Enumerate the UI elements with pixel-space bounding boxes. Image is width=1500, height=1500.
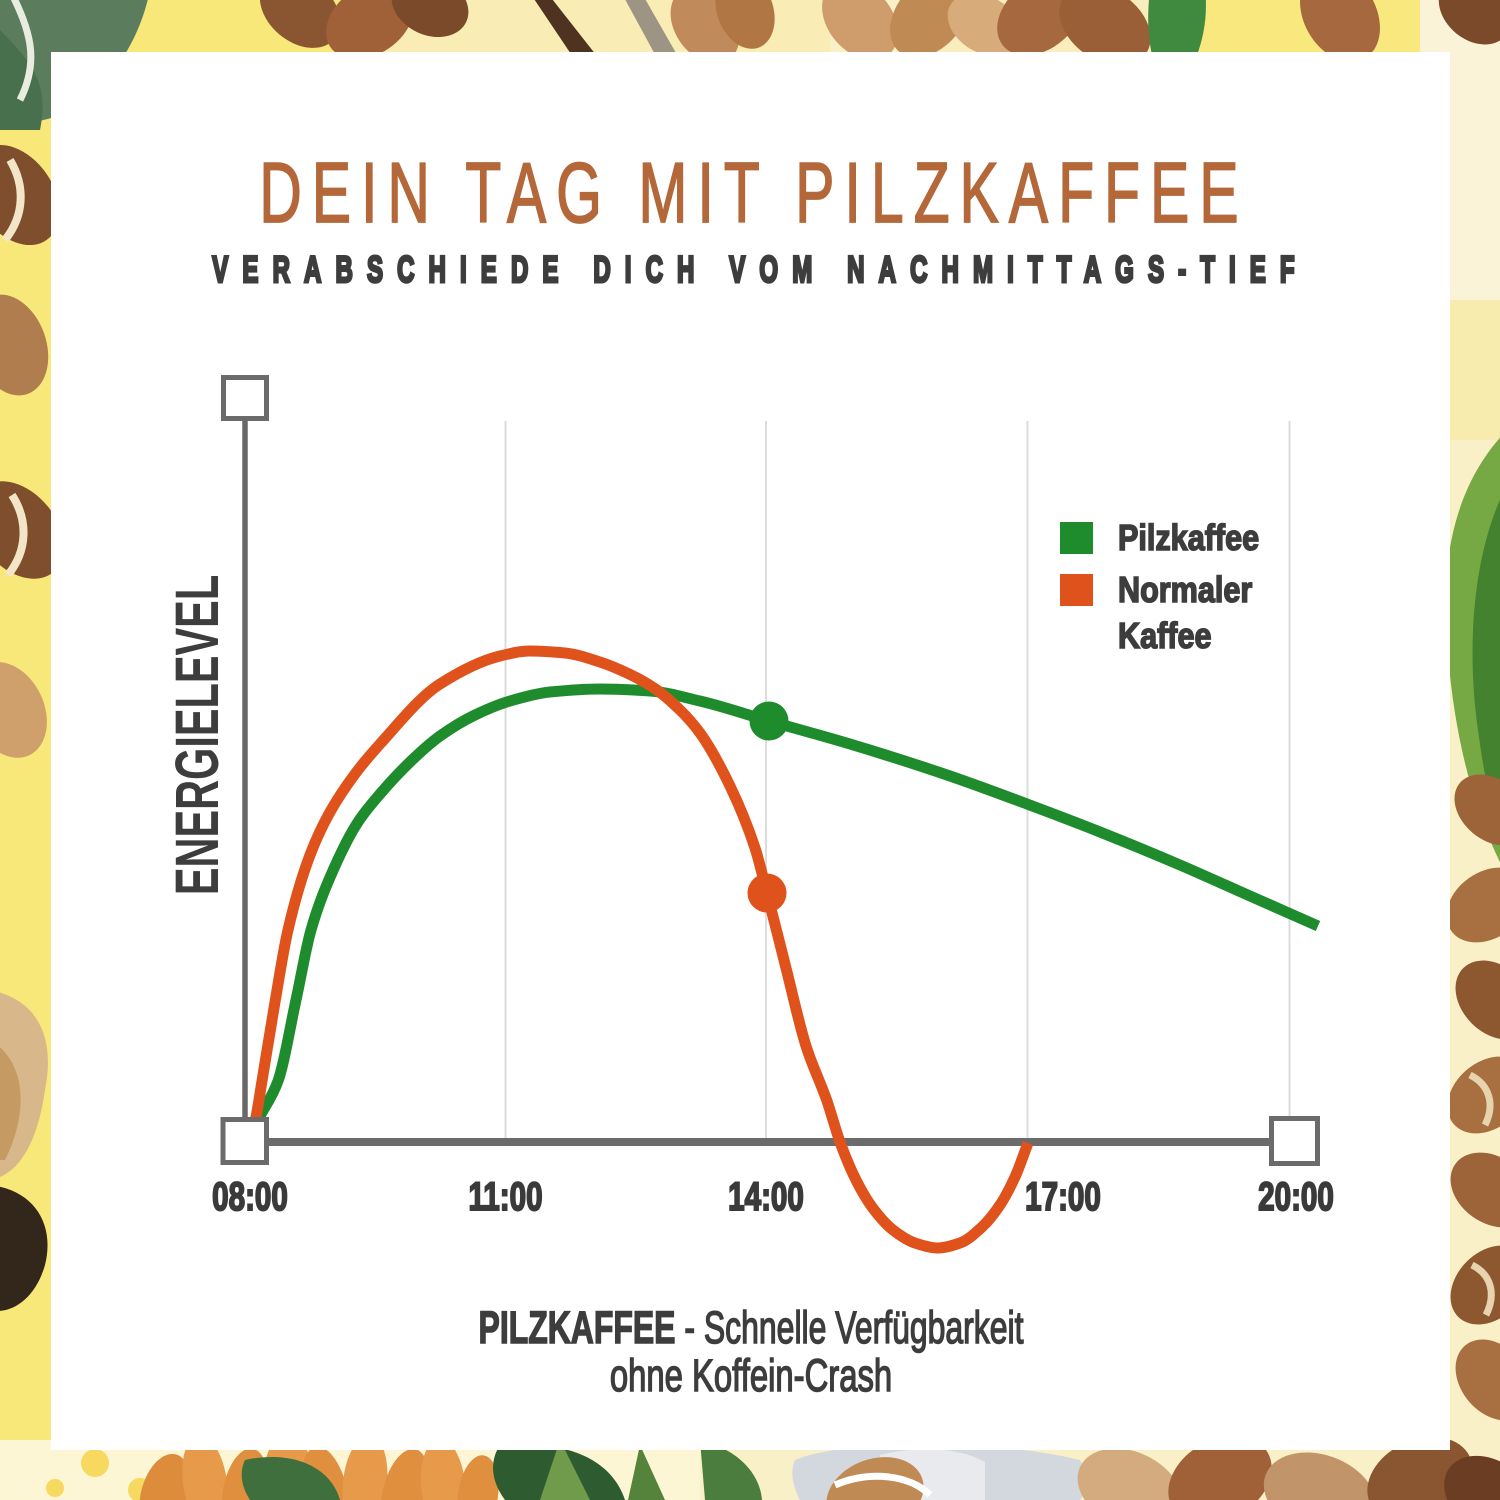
svg-text:PILZKAFFEE - Schnelle Verfügba: PILZKAFFEE - Schnelle Verfügbarkeit	[479, 1304, 1024, 1354]
svg-text:17:00: 17:00	[1025, 1175, 1101, 1219]
svg-text:Normaler: Normaler	[1118, 571, 1252, 611]
svg-text:11:00: 11:00	[468, 1175, 542, 1219]
svg-text:DEIN TAG MIT PILZKAFFEE: DEIN TAG MIT PILZKAFFEE	[259, 146, 1248, 240]
svg-text:Kaffee: Kaffee	[1118, 617, 1211, 657]
svg-text:ohne Koffein-Crash: ohne Koffein-Crash	[610, 1351, 892, 1401]
svg-text:ENERGIELEVEL: ENERGIELEVEL	[164, 575, 232, 895]
svg-text:08:00: 08:00	[212, 1175, 288, 1219]
svg-text:14:00: 14:00	[728, 1175, 804, 1219]
svg-text:VERABSCHIEDE DICH VOM NACHMITT: VERABSCHIEDE DICH VOM NACHMITTAGS-TIEF	[212, 249, 1308, 291]
svg-text:20:00: 20:00	[1258, 1175, 1334, 1219]
svg-text:Pilzkaffee: Pilzkaffee	[1118, 519, 1259, 559]
